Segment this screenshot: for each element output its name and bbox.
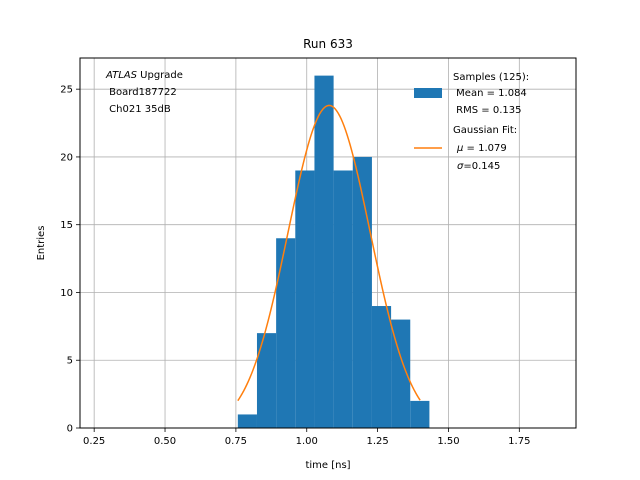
- annotation-line-1: ATLAS Upgrade: [105, 70, 183, 81]
- legend-fit-title: Gaussian Fit:: [453, 125, 517, 136]
- legend-mu-symbol: μ: [456, 143, 463, 154]
- y-tick-label: 25: [60, 85, 73, 96]
- annotation-box: ATLAS Upgrade Board187722 Ch021 35dB: [105, 70, 183, 115]
- histogram-bar: [276, 238, 296, 428]
- legend-samples-swatch: [414, 88, 442, 98]
- chart-title: Run 633: [303, 37, 353, 51]
- x-tick-label: 1.00: [296, 436, 318, 447]
- y-tick-label: 10: [60, 288, 73, 299]
- histogram-bar: [410, 400, 430, 428]
- axes-frame: [79, 57, 577, 429]
- y-tick-label: 0: [67, 424, 73, 435]
- histogram-bar: [352, 156, 372, 428]
- legend-mu-value: = 1.079: [463, 143, 506, 154]
- x-tick-label: 0.25: [83, 436, 105, 447]
- histogram-bar: [371, 306, 392, 428]
- histogram-bar: [237, 414, 257, 428]
- histogram-bar: [295, 170, 315, 428]
- legend-fit-mu: μ = 1.079: [456, 143, 507, 154]
- x-tick-label: 0.50: [154, 436, 176, 447]
- y-tick-label: 15: [60, 220, 73, 231]
- gaussian-fit-line: [237, 104, 421, 402]
- gaussian-fit: [237, 104, 421, 402]
- y-axis-label: Entries: [36, 226, 47, 261]
- y-tick-label: 20: [60, 152, 73, 163]
- x-tick-label: 1.25: [366, 436, 388, 447]
- x-tick-label: 0.75: [225, 436, 247, 447]
- x-tick-label: 1.50: [437, 436, 459, 447]
- histogram-bar: [333, 170, 353, 428]
- annotation-upgrade: Upgrade: [137, 70, 183, 81]
- annotation-atlas: ATLAS: [105, 70, 138, 81]
- legend-samples-title: Samples (125):: [453, 72, 529, 83]
- legend-sigma-symbol: σ: [457, 161, 464, 172]
- annotation-board: Board187722: [106, 87, 177, 98]
- annotation-channel: Ch021 35dB: [106, 104, 171, 115]
- x-axis-label: time [ns]: [305, 460, 350, 471]
- x-tick-label: 1.75: [508, 436, 530, 447]
- histogram-bar: [391, 319, 411, 428]
- histogram-bars: [237, 75, 430, 428]
- y-tick-label: 5: [67, 356, 73, 367]
- legend-fit-sigma: σ=0.145: [457, 161, 500, 172]
- histogram-bar: [314, 75, 334, 428]
- legend-sigma-value: =0.145: [463, 161, 500, 172]
- legend: Samples (125): Mean = 1.084 RMS = 0.135 …: [414, 72, 529, 172]
- legend-samples-mean: Mean = 1.084: [453, 88, 527, 99]
- legend-samples-rms: RMS = 0.135: [453, 105, 521, 116]
- y-axis-ticks: 0 5 10 15 20 25: [60, 85, 80, 435]
- histogram-bar: [256, 333, 277, 428]
- x-axis-ticks: 0.25 0.50 0.75 1.00 1.25 1.50 1.75: [83, 428, 530, 447]
